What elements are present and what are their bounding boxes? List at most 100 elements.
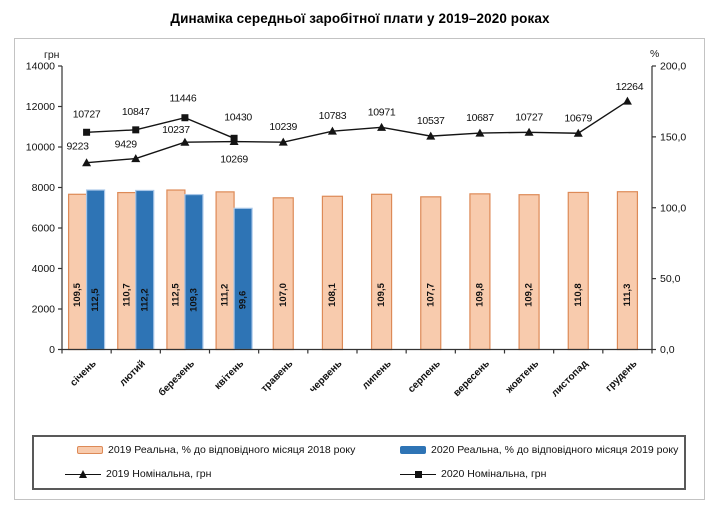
axes: [58, 65, 656, 354]
bar-2019: [616, 191, 639, 351]
month-label: квітень: [213, 358, 247, 392]
line-data-label: 10783: [319, 110, 347, 122]
bar-2019: [166, 189, 186, 351]
right-tick-label: 150,0: [660, 131, 686, 143]
right-axis-unit-label: %: [650, 48, 660, 60]
plot-root: 109,5 112,5 110,7 112,2 112,5 109,3 111,2 99,6 1…: [26, 61, 687, 400]
line-data-label: 10847: [122, 106, 150, 118]
month-label: жовтень: [503, 358, 541, 396]
month-label: лютий: [118, 358, 148, 388]
bar-label-2019: 110,7: [121, 283, 132, 306]
legend-label: 2019 Номінальна, грн: [106, 468, 212, 480]
square-marker: [132, 126, 140, 134]
month-label: травень: [259, 358, 295, 394]
square-line-marker-icon: [400, 470, 436, 479]
bar-label-2019: 111,2: [220, 284, 231, 307]
left-tick-label: 14000: [26, 61, 55, 73]
blue-bar-swatch-icon: [400, 446, 426, 454]
month-label: березень: [156, 358, 197, 399]
bar-label-2019: 112,5: [170, 283, 181, 307]
bar-2020: [184, 193, 204, 351]
bar-label-2019: 109,5: [376, 282, 387, 306]
triangle-marker: [82, 158, 92, 167]
triangle-marker: [426, 131, 436, 140]
bar-2019: [215, 191, 235, 351]
line-2019-stroke: [86, 100, 628, 164]
line-2020: 10727 10847 11446 10430: [73, 93, 253, 142]
left-tick-label: 0: [49, 344, 55, 356]
line-data-label: 10537: [417, 115, 445, 127]
triangle-marker: [377, 122, 387, 131]
bar-label-2019: 109,8: [474, 283, 485, 307]
left-axis-unit-label: грн: [44, 49, 60, 61]
month-label: серпень: [406, 358, 443, 395]
triangle-marker: [475, 128, 485, 137]
legend-item-2019-nominal: 2019 Номінальна, грн: [65, 468, 211, 480]
right-tick-label: 200,0: [660, 61, 686, 73]
triangle-marker: [524, 127, 534, 136]
chart-legend: 2019 Реальна, % до відповідного місяця 2…: [32, 435, 686, 490]
line-data-label: 11446: [169, 93, 196, 105]
bar-label-2019: 109,2: [524, 283, 535, 307]
line-data-label: 12264: [616, 81, 644, 93]
legend-label: 2020 Номінальна, грн: [441, 468, 547, 480]
legend-item-2019-real: 2019 Реальна, % до відповідного місяця 2…: [77, 444, 355, 456]
bar-label-2020: 99,6: [238, 291, 249, 310]
bar-2019: [469, 193, 491, 351]
line-data-label: 10269: [220, 154, 248, 166]
bar-label-2020: 112,2: [139, 288, 150, 311]
line-2019: 9223 9429 10237 10269 10239 10783 10971 10537 10…: [66, 81, 644, 167]
triangle-marker: [180, 137, 190, 146]
legend-label: 2020 Реальна, % до відповідного місяця 2…: [431, 444, 679, 456]
left-tick-label: 8000: [32, 182, 56, 194]
bar-2019: [518, 194, 540, 351]
line-data-label: 10727: [515, 111, 543, 123]
bar-2019: [420, 196, 442, 351]
bar-label-2019: 111,3: [622, 284, 633, 307]
square-marker: [83, 128, 91, 136]
bar-2020: [233, 207, 253, 351]
left-tick-label: 4000: [32, 263, 56, 275]
triangle-line-marker-icon: [65, 469, 101, 479]
line-data-label: 9429: [115, 139, 138, 151]
month-label: листопад: [549, 358, 590, 399]
month-label: вересень: [451, 358, 492, 399]
bar-label-2019: 109,5: [72, 282, 83, 306]
square-marker: [181, 114, 189, 122]
legend-item-2020-nominal: 2020 Номінальна, грн: [400, 468, 546, 480]
legend-label: 2019 Реальна, % до відповідного місяця 2…: [108, 444, 356, 456]
left-tick-label: 6000: [32, 223, 56, 235]
left-tick-label: 12000: [26, 101, 55, 113]
right-tick-label: 100,0: [660, 202, 686, 214]
bar-2019: [370, 193, 393, 351]
line-data-label: 9223: [66, 141, 89, 153]
left-tick-label: 2000: [32, 304, 56, 316]
line-data-label: 10971: [368, 106, 396, 118]
line-data-label: 10239: [269, 121, 297, 133]
right-tick-label: 50,0: [660, 273, 681, 285]
square-marker: [230, 134, 238, 142]
bar-label-2019: 108,1: [327, 282, 338, 306]
bar-label-2020: 109,3: [188, 288, 199, 312]
bar-2020: [85, 189, 106, 351]
month-label: липень: [360, 358, 393, 391]
bar-2019: [321, 195, 344, 351]
line-2020-stroke: [86, 116, 235, 139]
bar-2020: [135, 189, 155, 351]
month-label: грудень: [604, 358, 640, 394]
line-data-label: 10237: [162, 124, 190, 136]
bar-label-2019: 110,8: [573, 283, 584, 306]
page-title: Динаміка середньої заробітної плати у 20…: [170, 11, 550, 26]
bar-2019: [117, 191, 137, 351]
bar-label-2020: 112,5: [90, 288, 101, 312]
triangle-marker: [131, 154, 141, 163]
bar-label-2019: 107,7: [425, 283, 436, 307]
line-data-label: 10430: [224, 111, 252, 123]
triangle-marker: [327, 126, 337, 135]
bar-label-2019: 107,0: [278, 283, 289, 307]
month-label: червень: [308, 358, 345, 395]
left-tick-label: 10000: [26, 142, 55, 154]
triangle-marker: [622, 96, 632, 105]
triangle-marker: [278, 137, 288, 146]
